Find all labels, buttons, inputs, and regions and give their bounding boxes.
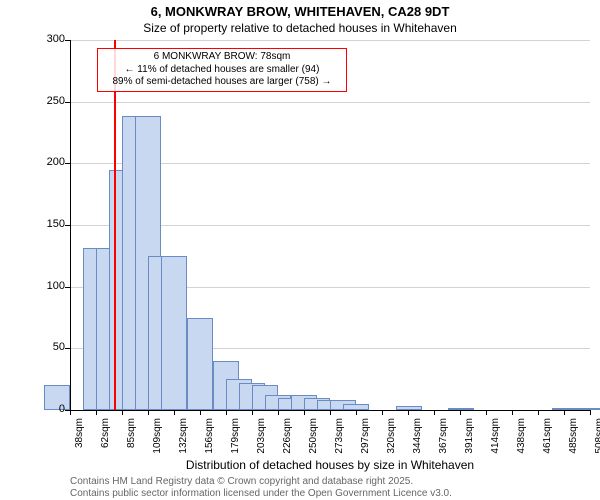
x-tick-label: 109sqm bbox=[152, 418, 163, 458]
x-tick-label: 132sqm bbox=[178, 418, 189, 458]
chart-title-sub: Size of property relative to detached ho… bbox=[0, 21, 600, 35]
y-tick-label: 200 bbox=[35, 156, 65, 168]
histogram-bar bbox=[161, 256, 187, 410]
x-tick bbox=[408, 410, 409, 415]
x-tick bbox=[512, 410, 513, 415]
y-tick bbox=[65, 163, 70, 164]
x-tick bbox=[382, 410, 383, 415]
x-tick bbox=[590, 410, 591, 415]
x-tick bbox=[174, 410, 175, 415]
x-tick bbox=[486, 410, 487, 415]
y-tick-label: 50 bbox=[35, 341, 65, 353]
y-tick-label: 0 bbox=[35, 403, 65, 415]
y-tick bbox=[65, 287, 70, 288]
x-tick-label: 156sqm bbox=[204, 418, 215, 458]
annotation-line: ← 11% of detached houses are smaller (94… bbox=[104, 64, 340, 77]
y-tick bbox=[65, 102, 70, 103]
x-tick-label: 62sqm bbox=[100, 418, 111, 458]
x-tick-label: 38sqm bbox=[74, 418, 85, 458]
x-tick-label: 203sqm bbox=[256, 418, 267, 458]
x-tick bbox=[278, 410, 279, 415]
x-tick-label: 273sqm bbox=[334, 418, 345, 458]
x-tick-label: 85sqm bbox=[126, 418, 137, 458]
x-tick bbox=[434, 410, 435, 415]
x-tick bbox=[96, 410, 97, 415]
x-tick-label: 226sqm bbox=[282, 418, 293, 458]
chart-container: 6, MONKWRAY BROW, WHITEHAVEN, CA28 9DT S… bbox=[0, 0, 600, 500]
x-tick bbox=[460, 410, 461, 415]
x-tick-label: 391sqm bbox=[464, 418, 475, 458]
x-tick bbox=[538, 410, 539, 415]
x-tick-label: 508sqm bbox=[594, 418, 600, 458]
x-tick bbox=[564, 410, 565, 415]
footer-text-1: Contains HM Land Registry data © Crown c… bbox=[70, 476, 413, 487]
y-tick-label: 250 bbox=[35, 95, 65, 107]
x-tick bbox=[200, 410, 201, 415]
annotation-line: 89% of semi-detached houses are larger (… bbox=[104, 76, 340, 89]
y-tick-label: 300 bbox=[35, 33, 65, 45]
y-tick bbox=[65, 225, 70, 226]
x-tick bbox=[122, 410, 123, 415]
chart-title-main: 6, MONKWRAY BROW, WHITEHAVEN, CA28 9DT bbox=[0, 4, 600, 19]
x-tick-label: 367sqm bbox=[438, 418, 449, 458]
x-axis-label: Distribution of detached houses by size … bbox=[70, 458, 590, 472]
y-tick bbox=[65, 348, 70, 349]
y-tick bbox=[65, 40, 70, 41]
y-axis-line bbox=[70, 40, 71, 410]
x-tick-label: 344sqm bbox=[412, 418, 423, 458]
x-tick bbox=[330, 410, 331, 415]
x-tick-label: 297sqm bbox=[360, 418, 371, 458]
footer-text-2: Contains public sector information licen… bbox=[70, 488, 452, 499]
annotation-box: 6 MONKWRAY BROW: 78sqm← 11% of detached … bbox=[97, 48, 347, 92]
gridline bbox=[70, 102, 590, 103]
x-tick bbox=[252, 410, 253, 415]
plot-area: 6 MONKWRAY BROW: 78sqm← 11% of detached … bbox=[70, 40, 590, 410]
y-tick-label: 100 bbox=[35, 280, 65, 292]
annotation-line: 6 MONKWRAY BROW: 78sqm bbox=[104, 51, 340, 64]
x-tick-label: 179sqm bbox=[230, 418, 241, 458]
x-tick bbox=[356, 410, 357, 415]
histogram-bar bbox=[187, 318, 213, 411]
x-tick-label: 438sqm bbox=[516, 418, 527, 458]
x-tick-label: 461sqm bbox=[542, 418, 553, 458]
x-tick bbox=[304, 410, 305, 415]
highlight-line bbox=[114, 40, 116, 410]
x-tick bbox=[226, 410, 227, 415]
y-tick-label: 150 bbox=[35, 218, 65, 230]
x-tick-label: 250sqm bbox=[308, 418, 319, 458]
x-tick bbox=[70, 410, 71, 415]
x-tick-label: 485sqm bbox=[568, 418, 579, 458]
gridline bbox=[70, 40, 590, 41]
x-tick-label: 414sqm bbox=[490, 418, 501, 458]
x-tick-label: 320sqm bbox=[386, 418, 397, 458]
x-tick bbox=[148, 410, 149, 415]
